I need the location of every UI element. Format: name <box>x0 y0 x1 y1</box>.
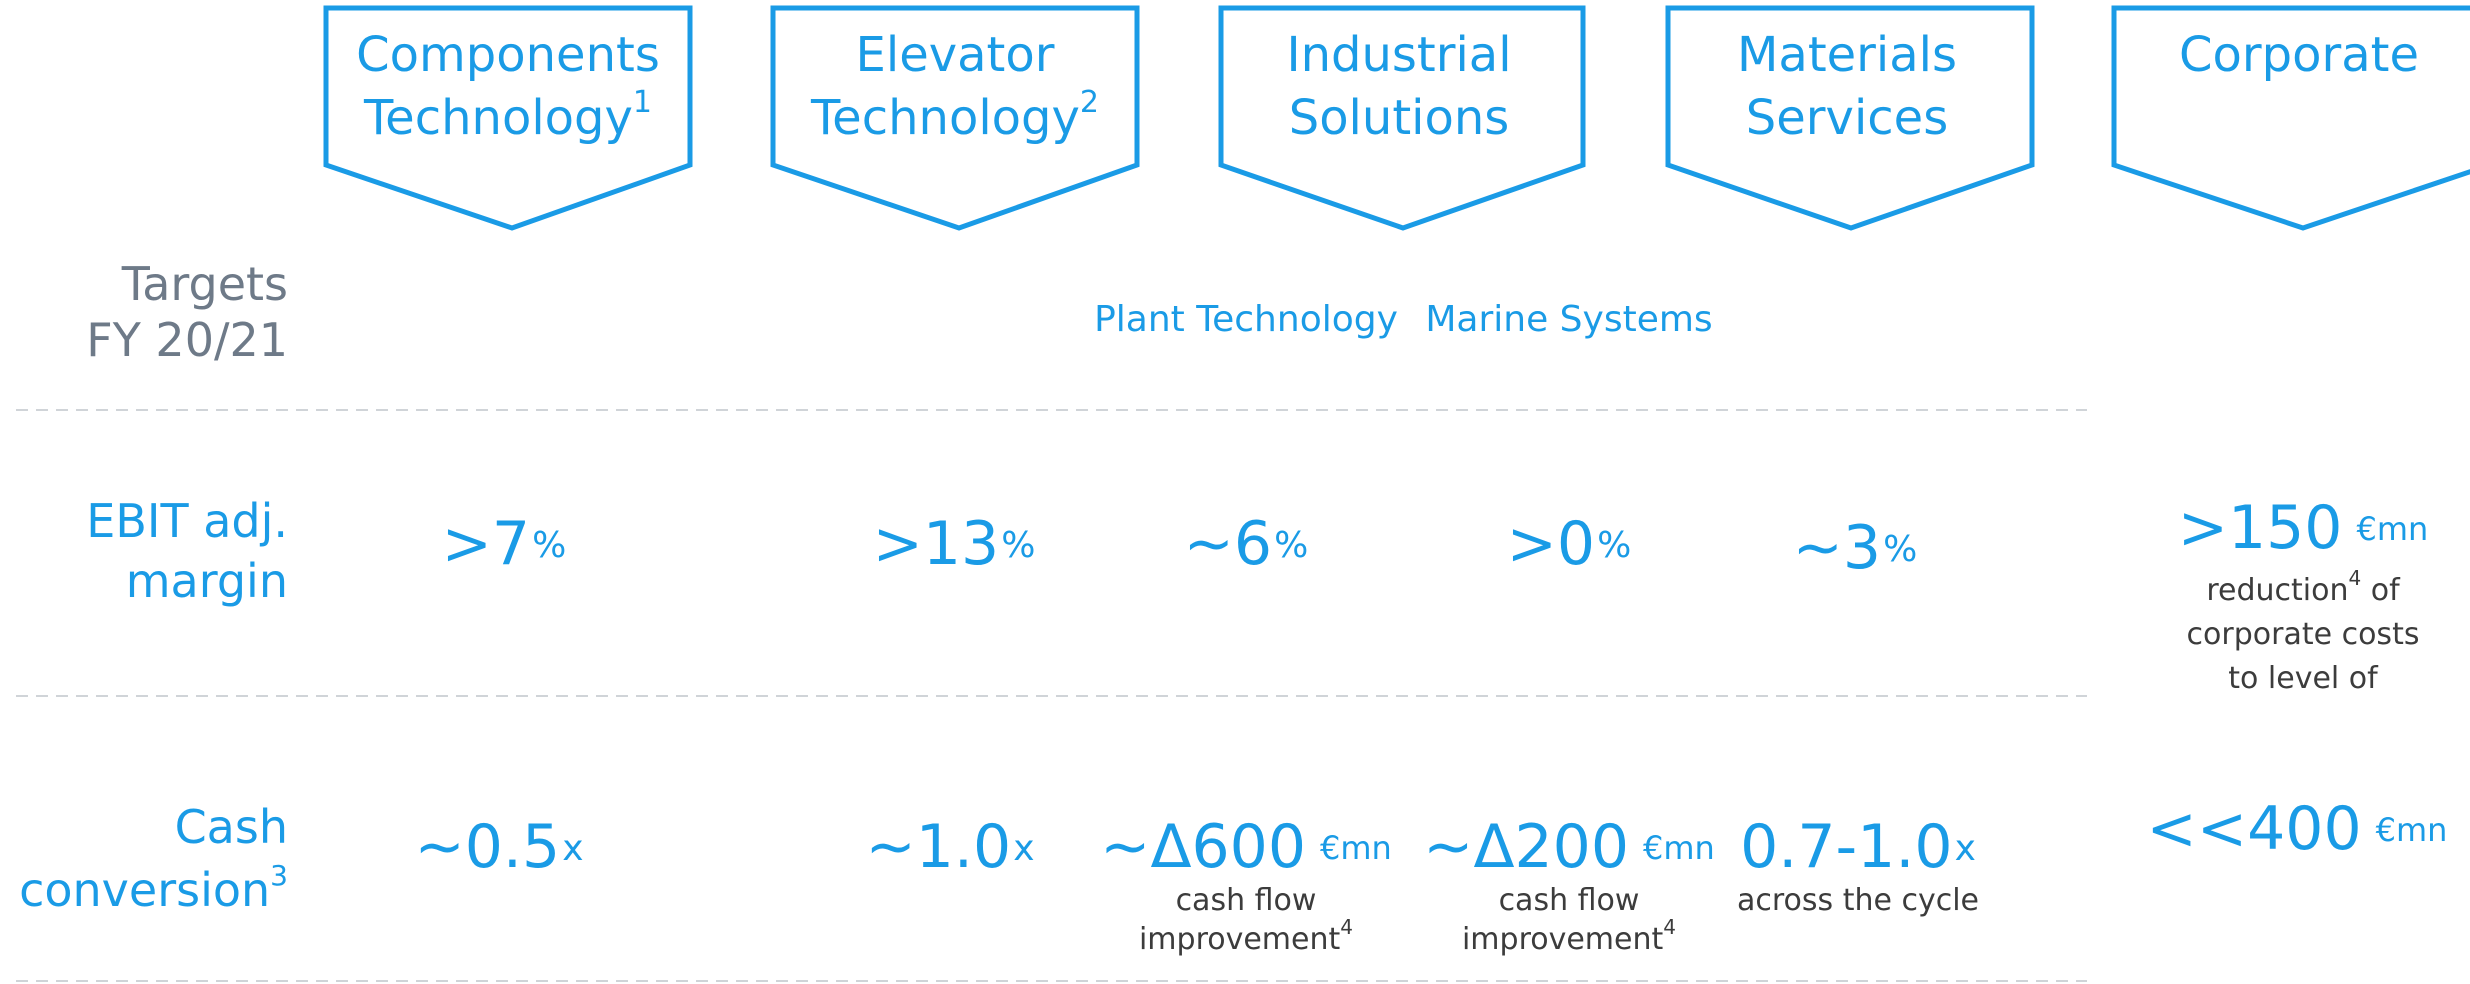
unit-text: €mn <box>2376 811 2448 849</box>
cell-value: >0% <box>1507 509 1632 579</box>
header-text: Services <box>1746 90 1948 146</box>
row-label: margin <box>126 554 288 608</box>
cell-caption: improvement4 <box>1462 915 1676 957</box>
superscript: 4 <box>1663 915 1676 939</box>
subcolumn-label: Marine Systems <box>1425 299 1712 340</box>
value-text: >150 <box>2178 493 2343 563</box>
header-title: Technology2 <box>810 85 1099 146</box>
unit-text: % <box>1883 529 1917 570</box>
cell-value: ~1.0x <box>865 812 1034 882</box>
cell-value: 0.7-1.0x <box>1740 812 1976 882</box>
cell-value: >150 €mn <box>2178 493 2429 563</box>
header-arrow <box>2111 5 2470 231</box>
header-text: Components <box>356 27 660 83</box>
row-label-text: margin <box>126 554 288 608</box>
value-text: ~3 <box>1793 513 1881 583</box>
cell-value: <<400 €mn <box>2147 794 2448 864</box>
row-label-text: Cash <box>175 800 288 854</box>
value-text: >13 <box>873 509 1000 579</box>
header-arrow <box>770 5 1140 231</box>
header-arrow <box>323 5 693 231</box>
superscript: 4 <box>1340 915 1353 939</box>
superscript: 1 <box>633 85 652 120</box>
value-text: ~Δ200 <box>1423 812 1629 882</box>
row-header: FY 20/21 <box>86 313 288 367</box>
cell-caption: corporate costs <box>2187 617 2420 652</box>
value-text: ~Δ600 <box>1100 812 1306 882</box>
value-text: >7 <box>442 509 530 579</box>
unit-text: x <box>562 828 583 869</box>
unit-text: €mn <box>2356 510 2428 548</box>
value-text: 0.7-1.0 <box>1740 812 1953 882</box>
unit-text: % <box>1001 525 1035 566</box>
header-title: Solutions <box>1289 90 1510 146</box>
row-header: Targets <box>121 257 288 311</box>
cell-value: ~6% <box>1184 509 1309 579</box>
cell-value: ~0.5x <box>414 812 583 882</box>
superscript: 2 <box>1080 85 1099 120</box>
cell-value: ~Δ600 €mn <box>1100 812 1392 882</box>
unit-text: % <box>1597 525 1631 566</box>
header-title: Corporate <box>2179 27 2419 83</box>
value-text: ~6 <box>1184 509 1272 579</box>
header-arrow <box>1665 5 2035 231</box>
subcolumn-label: Plant Technology <box>1094 299 1398 340</box>
header-text: Solutions <box>1289 90 1510 146</box>
header-text: Industrial <box>1286 27 1511 83</box>
cell-value: >7% <box>442 509 567 579</box>
header-title: Services <box>1746 90 1948 146</box>
row-label-text: conversion <box>19 863 270 917</box>
caption-text: across the cycle <box>1737 883 1979 918</box>
value-text: ~0.5 <box>414 812 560 882</box>
value-text: >0 <box>1507 509 1595 579</box>
header-arrow <box>1218 5 1586 231</box>
header-text: Materials <box>1737 27 1957 83</box>
cell-caption: cash flow <box>1499 883 1640 918</box>
header-title: Components <box>356 27 660 83</box>
value-text: <<400 <box>2147 794 2362 864</box>
cell-caption: improvement4 <box>1139 915 1353 957</box>
caption-text: reduction <box>2206 573 2348 608</box>
header-title: Materials <box>1737 27 1957 83</box>
subcolumn-text: Marine Systems <box>1425 299 1712 340</box>
unit-text: €mn <box>1320 829 1392 867</box>
row-label: conversion3 <box>19 859 288 917</box>
header-text: Corporate <box>2179 27 2419 83</box>
caption-text: to level of <box>2228 661 2379 696</box>
cell-caption: across the cycle <box>1737 883 1979 918</box>
cell-value: ~Δ200 €mn <box>1423 812 1715 882</box>
unit-text: €mn <box>1643 829 1715 867</box>
header-title: Elevator <box>856 27 1055 83</box>
cell-value: ~3% <box>1793 513 1918 583</box>
caption-text: cash flow <box>1499 883 1640 918</box>
cell-caption: reduction4 of <box>2206 566 2401 608</box>
value-text: ~1.0 <box>865 812 1011 882</box>
unit-text: x <box>1013 828 1034 869</box>
superscript: 3 <box>270 859 288 892</box>
row-label: EBIT adj. <box>86 494 288 548</box>
cell-value: >13% <box>873 509 1036 579</box>
header-text: Elevator <box>856 27 1055 83</box>
row-label-text: EBIT adj. <box>86 494 288 548</box>
subcolumn-text: Plant Technology <box>1094 299 1398 340</box>
caption-text: improvement <box>1139 922 1341 957</box>
row-header-text: Targets <box>121 257 288 311</box>
cell-caption: to level of <box>2228 661 2379 696</box>
unit-text: x <box>1955 828 1976 869</box>
caption-text: improvement <box>1462 922 1664 957</box>
row-label: Cash <box>175 800 288 854</box>
superscript: 4 <box>2348 566 2361 590</box>
unit-text: % <box>1274 525 1308 566</box>
caption-text: cash flow <box>1176 883 1317 918</box>
header-text: Technology <box>810 90 1080 146</box>
header-text: Technology <box>363 90 633 146</box>
cell-caption: cash flow <box>1176 883 1317 918</box>
unit-text: % <box>532 525 566 566</box>
header-title: Industrial <box>1286 27 1511 83</box>
caption-text: corporate costs <box>2187 617 2420 652</box>
caption-text: of <box>2361 573 2401 608</box>
header-title: Technology1 <box>363 85 652 146</box>
row-header-text: FY 20/21 <box>86 313 288 367</box>
